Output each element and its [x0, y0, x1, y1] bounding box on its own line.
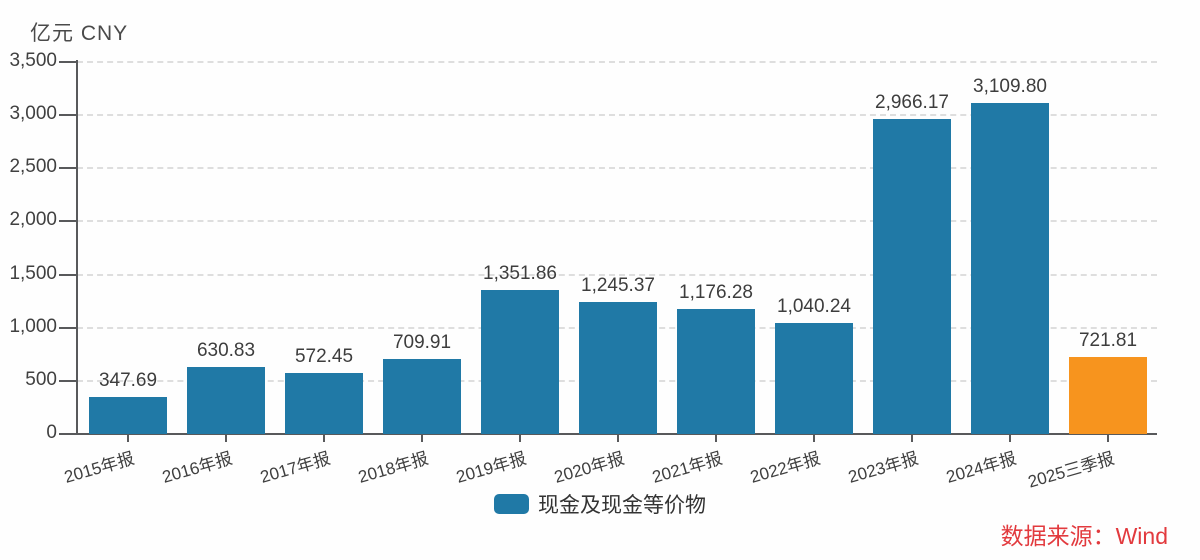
y-axis-tick [59, 273, 77, 276]
y-axis-tick-label: 2,000 [9, 209, 57, 231]
x-axis-category-label: 2025三季报 [1025, 448, 1117, 492]
bar-2017年报[interactable] [285, 373, 363, 434]
x-axis-category-label: 2016年报 [160, 448, 235, 487]
y-axis-unit-label: 亿元 CNY [30, 22, 129, 45]
bar-value-label: 347.69 [98, 370, 158, 391]
bar-value-label: 3,109.80 [973, 76, 1047, 97]
y-axis-tick [59, 326, 77, 329]
y-axis-tick [59, 167, 77, 170]
y-axis-tick-label: 500 [25, 368, 57, 390]
x-axis-category-label: 2020年报 [552, 448, 627, 487]
x-axis-tick [225, 434, 227, 442]
x-axis-tick [323, 434, 325, 442]
x-axis-category-label: 2021年报 [650, 448, 725, 487]
bar-value-label: 1,351.86 [483, 263, 557, 284]
x-axis-tick [127, 434, 129, 442]
y-gridline [77, 61, 1157, 63]
bar-2019年报[interactable] [481, 290, 559, 434]
bar-2025三季报[interactable] [1069, 357, 1147, 434]
legend-series-label: 现金及现金等价物 [538, 494, 706, 517]
bar-2015年报[interactable] [89, 397, 167, 434]
x-axis-category-label: 2023年报 [846, 448, 921, 487]
bar-2020年报[interactable] [579, 302, 657, 434]
y-axis-tick-label: 1,000 [9, 315, 57, 337]
y-axis-line [76, 60, 78, 435]
x-axis-tick [421, 434, 423, 442]
bar-value-label: 2,966.17 [875, 92, 949, 113]
x-axis-tick [617, 434, 619, 442]
x-axis-category-label: 2024年报 [944, 448, 1019, 487]
bar-value-label: 1,176.28 [679, 282, 753, 303]
y-gridline [77, 167, 1157, 170]
x-axis-category-label: 2022年报 [748, 448, 823, 487]
bar-2022年报[interactable] [775, 323, 853, 434]
bar-value-label: 1,245.37 [581, 275, 655, 296]
y-axis-tick-label: 3,000 [9, 103, 57, 125]
x-axis-tick [813, 434, 815, 442]
y-axis-tick-label: 2,500 [9, 156, 57, 178]
y-axis-tick [59, 61, 77, 63]
y-axis-tick [59, 114, 77, 117]
bar-2023年报[interactable] [873, 119, 951, 434]
x-axis-category-label: 2017年报 [258, 448, 333, 487]
x-axis-tick [1009, 434, 1011, 442]
x-axis-category-label: 2015年报 [62, 448, 137, 487]
y-axis-tick [59, 220, 77, 223]
y-axis-tick-label: 0 [46, 422, 57, 443]
x-axis-line [76, 433, 1157, 435]
bar-value-label: 1,040.24 [777, 296, 851, 317]
bar-2018年报[interactable] [383, 359, 461, 434]
y-axis-tick [59, 379, 77, 382]
y-axis-tick-label: 3,500 [9, 50, 57, 71]
y-axis-tick [59, 433, 77, 435]
y-gridline [77, 114, 1157, 117]
y-gridline [77, 220, 1157, 223]
bar-2016年报[interactable] [187, 367, 265, 434]
y-axis-tick-label: 1,500 [9, 262, 57, 284]
bar-value-label: 721.81 [1078, 330, 1138, 351]
bar-2021年报[interactable] [677, 309, 755, 434]
x-axis-tick [911, 434, 913, 442]
data-source-note: 数据来源：Wind [1000, 523, 1168, 549]
legend-swatch [494, 494, 529, 514]
bar-value-label: 630.83 [196, 340, 256, 361]
x-axis-category-label: 2019年报 [454, 448, 529, 487]
x-axis-category-label: 2018年报 [356, 448, 431, 487]
x-axis-tick [519, 434, 521, 442]
bar-value-label: 572.45 [294, 346, 354, 367]
x-axis-tick [715, 434, 717, 442]
x-axis-tick [1107, 434, 1109, 442]
y-gridline [77, 273, 1157, 276]
legend: 现金及现金等价物 [0, 489, 1200, 519]
bar-value-label: 709.91 [392, 332, 452, 353]
bar-2024年报[interactable] [971, 103, 1049, 434]
